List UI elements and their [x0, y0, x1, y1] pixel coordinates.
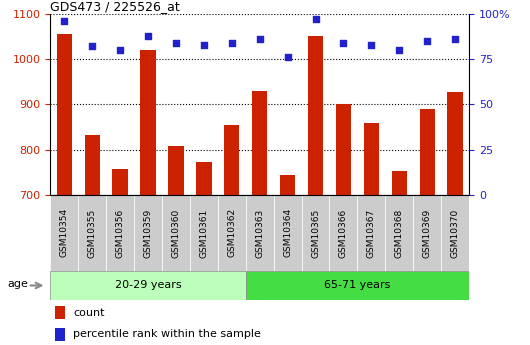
Bar	[273, 195, 302, 271]
Bar	[385, 195, 413, 271]
Point	[451, 37, 460, 42]
Bar	[162, 195, 190, 271]
Text: GSM10362: GSM10362	[227, 208, 236, 257]
Bar	[252, 91, 267, 195]
Text: GSM10361: GSM10361	[199, 208, 208, 257]
Bar	[190, 195, 218, 271]
Point	[200, 42, 208, 47]
Point	[423, 38, 431, 44]
Bar	[392, 171, 407, 195]
Point	[311, 17, 320, 22]
Text: age: age	[7, 279, 29, 289]
Point	[172, 40, 180, 46]
Bar	[224, 125, 240, 195]
Text: count: count	[73, 308, 105, 318]
Point	[227, 40, 236, 46]
Text: GSM10364: GSM10364	[283, 208, 292, 257]
Point	[60, 18, 68, 24]
Bar	[302, 195, 330, 271]
Text: GSM10370: GSM10370	[450, 208, 460, 257]
Bar	[420, 109, 435, 195]
Text: GSM10359: GSM10359	[144, 208, 153, 257]
Point	[395, 47, 403, 53]
Bar	[280, 176, 295, 195]
Bar	[140, 50, 156, 195]
Bar	[447, 92, 463, 195]
Point	[255, 37, 264, 42]
Text: GSM10367: GSM10367	[367, 208, 376, 257]
Point	[367, 42, 376, 47]
Text: GSM10363: GSM10363	[255, 208, 264, 257]
Text: GSM10360: GSM10360	[172, 208, 180, 257]
Bar	[196, 162, 211, 195]
Text: GSM10366: GSM10366	[339, 208, 348, 257]
Bar	[308, 37, 323, 195]
Text: GSM10369: GSM10369	[423, 208, 431, 257]
Bar	[55, 306, 65, 319]
Text: GSM10354: GSM10354	[60, 208, 69, 257]
Bar	[85, 135, 100, 195]
Bar	[106, 195, 134, 271]
Bar	[441, 195, 469, 271]
Bar	[50, 271, 246, 300]
Bar	[134, 195, 162, 271]
Text: GSM10355: GSM10355	[88, 208, 96, 257]
Bar	[246, 271, 469, 300]
Bar	[55, 328, 65, 341]
Bar	[112, 169, 128, 195]
Bar	[336, 104, 351, 195]
Text: GSM10365: GSM10365	[311, 208, 320, 257]
Point	[116, 47, 125, 53]
Bar	[364, 124, 379, 195]
Bar	[246, 195, 273, 271]
Bar	[357, 195, 385, 271]
Text: GSM10356: GSM10356	[116, 208, 125, 257]
Text: 65-71 years: 65-71 years	[324, 280, 391, 290]
Bar	[78, 195, 106, 271]
Bar	[50, 195, 78, 271]
Bar	[218, 195, 246, 271]
Bar	[57, 34, 72, 195]
Point	[284, 55, 292, 60]
Bar	[330, 195, 357, 271]
Point	[339, 40, 348, 46]
Point	[88, 44, 96, 49]
Bar	[413, 195, 441, 271]
Point	[144, 33, 152, 38]
Text: 20-29 years: 20-29 years	[114, 280, 181, 290]
Text: GSM10368: GSM10368	[395, 208, 404, 257]
Bar	[169, 146, 183, 195]
Text: GDS473 / 225526_at: GDS473 / 225526_at	[50, 0, 180, 13]
Text: percentile rank within the sample: percentile rank within the sample	[73, 329, 261, 339]
